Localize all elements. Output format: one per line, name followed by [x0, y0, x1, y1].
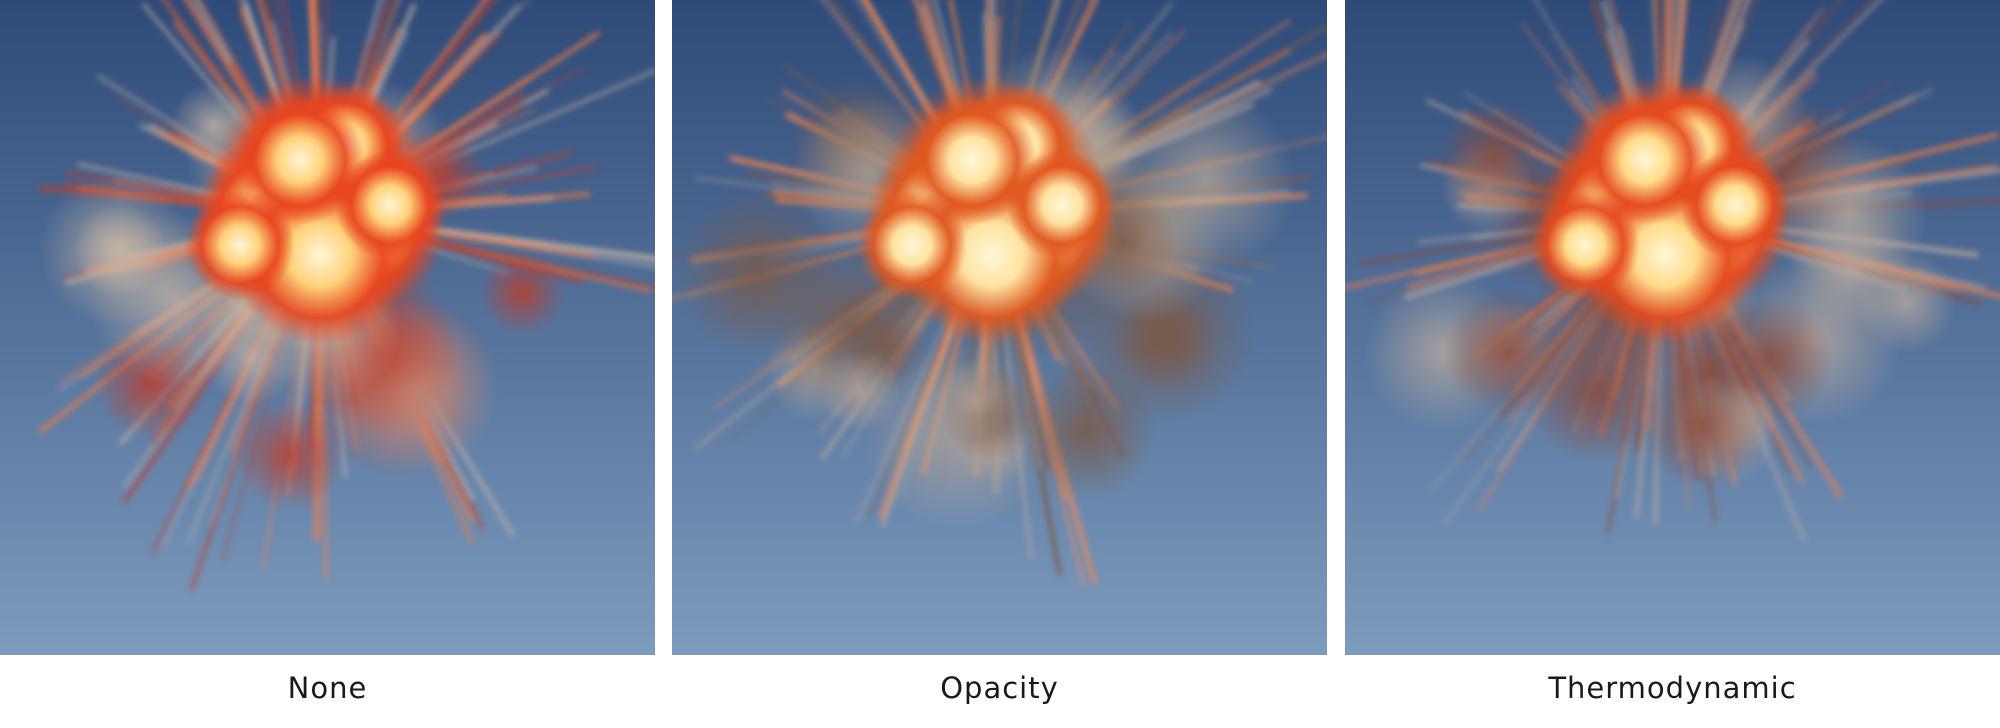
explosion-scene — [0, 0, 655, 655]
explosion-image-thermodynamic — [1345, 0, 2000, 655]
fireball — [857, 75, 1117, 345]
caption-none: None — [287, 671, 368, 705]
explosion-scene — [672, 0, 1327, 655]
fireball — [185, 75, 445, 345]
caption-thermodynamic: Thermodynamic — [1548, 671, 1797, 705]
explosion-scene — [1345, 0, 2000, 655]
explosion-image-none — [0, 0, 655, 655]
explosion-image-opacity — [672, 0, 1327, 655]
fireball — [1530, 75, 1790, 345]
caption-opacity: Opacity — [940, 671, 1059, 705]
